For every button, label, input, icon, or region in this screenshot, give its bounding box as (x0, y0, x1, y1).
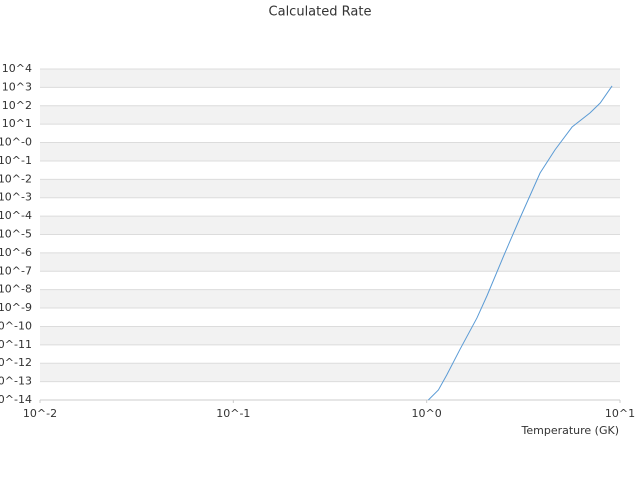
chart-title: Calculated Rate (269, 5, 372, 20)
y-tick-label: 10^-10 (0, 319, 32, 332)
grid-band (40, 326, 620, 345)
grid-band (40, 289, 620, 309)
grid-band (40, 216, 620, 235)
x-tick-label: 10^1 (605, 407, 635, 420)
y-tick-label: 10^-8 (0, 283, 32, 296)
y-tick-label: 10^-0 (0, 136, 32, 149)
y-tick-label: 10^-11 (0, 338, 32, 351)
y-tick-label: 10^-9 (0, 301, 32, 314)
x-tick-label: 10^-1 (216, 407, 250, 420)
y-tick-label: 10^-13 (0, 375, 32, 388)
y-tick-label: 10^-6 (0, 246, 32, 259)
x-tick-label: 10^0 (412, 407, 442, 420)
x-axis-label: Temperature (GK) (521, 424, 620, 437)
y-tick-label: 10^-14 (0, 393, 32, 406)
y-tick-label: 10^-3 (0, 191, 32, 204)
grid-band (40, 252, 620, 272)
y-tick-label: 10^-4 (0, 209, 32, 222)
bands (40, 69, 620, 382)
x-tick-label: 10^-2 (23, 407, 57, 420)
y-tick-label: 10^-12 (0, 356, 32, 369)
grid-band (40, 179, 620, 198)
y-tick-label: 10^2 (2, 99, 32, 112)
grid-band (40, 142, 620, 161)
y-tick-label: 10^-1 (0, 154, 32, 167)
y-tick-label: 10^-2 (0, 172, 32, 185)
grid-band (40, 69, 620, 88)
y-tick-label: 10^4 (2, 62, 32, 75)
data-line (427, 85, 613, 401)
grid-band (40, 363, 620, 382)
y-tick-label: 10^3 (2, 80, 32, 93)
y-tick-label: 10^-5 (0, 228, 32, 241)
y-tick-label: 10^-7 (0, 264, 32, 277)
grid-band (40, 105, 620, 125)
y-tick-label: 10^1 (2, 117, 32, 130)
grid (40, 68, 620, 401)
